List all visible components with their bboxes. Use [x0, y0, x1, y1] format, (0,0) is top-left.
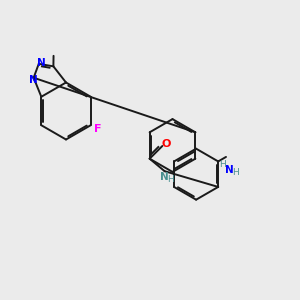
Text: H: H	[232, 168, 239, 177]
Text: H: H	[167, 175, 173, 184]
Text: N: N	[29, 75, 38, 85]
Text: H: H	[220, 160, 226, 169]
Text: N: N	[160, 172, 169, 182]
Text: O: O	[161, 140, 171, 149]
Text: F: F	[94, 124, 102, 134]
Text: N: N	[37, 58, 46, 68]
Text: N: N	[225, 164, 233, 175]
